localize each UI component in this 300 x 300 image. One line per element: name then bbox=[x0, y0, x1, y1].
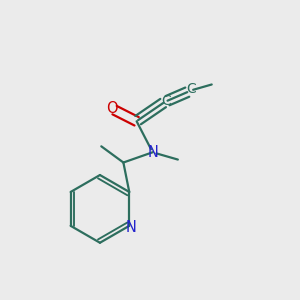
Text: O: O bbox=[106, 101, 117, 116]
Text: C: C bbox=[161, 94, 171, 108]
Text: C: C bbox=[186, 82, 196, 97]
Text: N: N bbox=[147, 145, 158, 160]
Text: N: N bbox=[125, 220, 136, 235]
